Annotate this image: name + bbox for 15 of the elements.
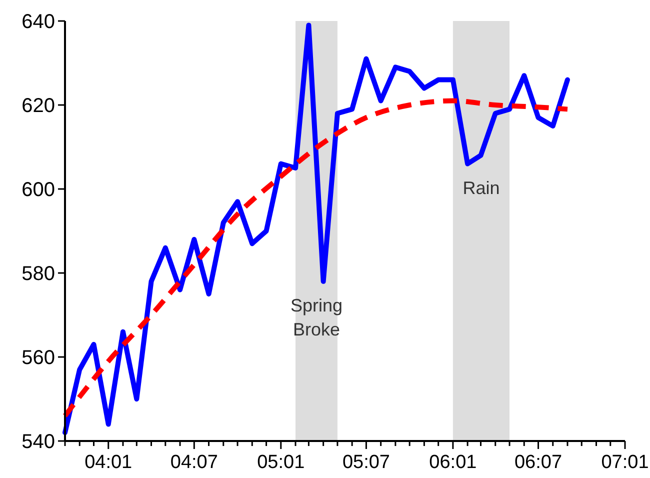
y-tick-label: 580 (22, 263, 55, 285)
x-tick-label: 04:07 (170, 452, 218, 473)
y-tick-label: 560 (22, 347, 55, 369)
y-tick-label: 640 (22, 11, 55, 33)
y-tick-label: 600 (22, 179, 55, 201)
band-label: Rain (462, 178, 500, 198)
x-tick-label: 06:01 (429, 452, 477, 473)
x-tick-label: 05:01 (257, 452, 305, 473)
band-label: Spring Broke (290, 295, 342, 340)
x-tick-label: 04:01 (84, 452, 132, 473)
x-tick-label: 06:07 (514, 452, 562, 473)
y-tick-label: 540 (22, 431, 55, 453)
y-tick-label: 620 (22, 95, 55, 117)
x-tick-label: 05:07 (342, 452, 390, 473)
x-tick-label: 07:01 (601, 452, 649, 473)
